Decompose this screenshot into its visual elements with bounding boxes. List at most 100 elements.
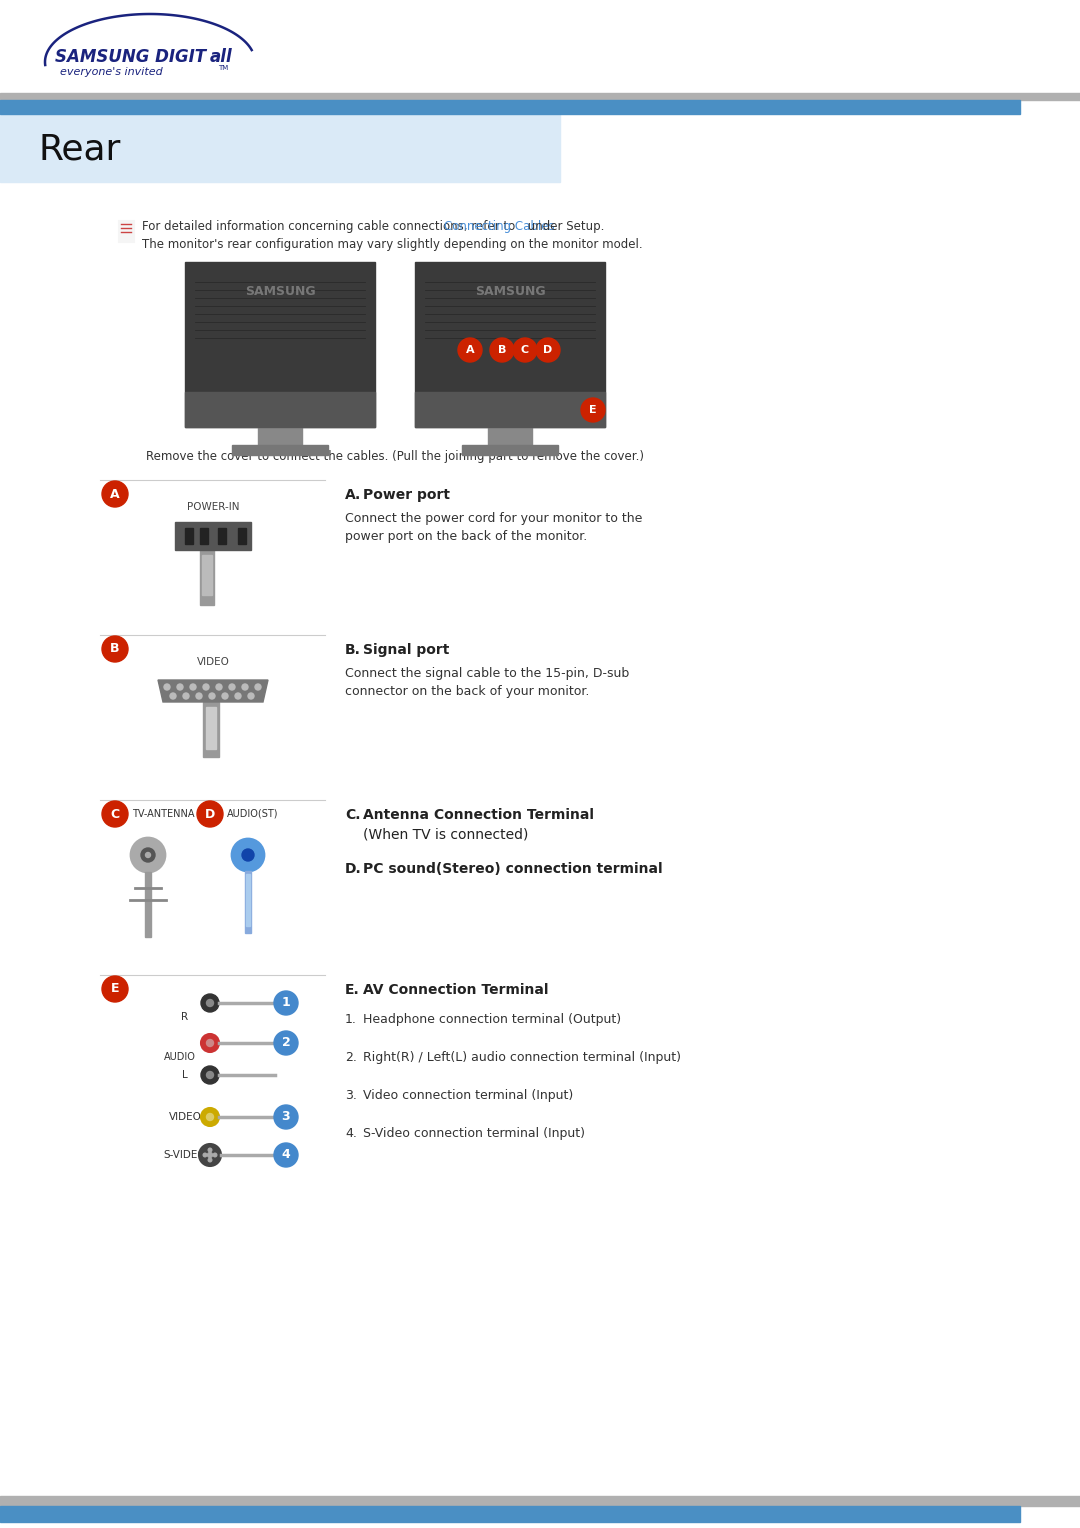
Circle shape	[274, 992, 298, 1015]
Text: AUDIO(ST): AUDIO(ST)	[227, 808, 279, 819]
Bar	[185, 393, 375, 426]
Circle shape	[248, 694, 254, 698]
Text: A: A	[110, 487, 120, 501]
Circle shape	[581, 397, 605, 422]
Text: Connect the power cord for your monitor to the: Connect the power cord for your monitor …	[345, 512, 643, 526]
Bar	[206, 707, 216, 749]
Text: 2.: 2.	[345, 1051, 356, 1063]
Text: 4: 4	[282, 1149, 291, 1161]
Text: E: E	[111, 983, 119, 996]
Polygon shape	[158, 680, 268, 701]
Text: R: R	[181, 1012, 189, 1022]
Circle shape	[146, 853, 150, 857]
Text: E: E	[590, 405, 597, 416]
Bar	[0, 115, 561, 182]
Circle shape	[206, 1071, 214, 1079]
Text: D: D	[205, 807, 215, 821]
Text: C: C	[521, 345, 529, 354]
Circle shape	[235, 694, 241, 698]
Bar	[0, 99, 1020, 115]
Bar	[200, 550, 214, 605]
Circle shape	[131, 837, 165, 872]
Circle shape	[274, 1143, 298, 1167]
Text: under Setup.: under Setup.	[524, 220, 605, 232]
Circle shape	[242, 850, 254, 860]
Text: B: B	[498, 345, 507, 354]
Circle shape	[222, 694, 228, 698]
Circle shape	[102, 481, 129, 507]
Circle shape	[216, 685, 222, 691]
Text: 2: 2	[282, 1036, 291, 1050]
Circle shape	[490, 338, 514, 362]
Circle shape	[190, 685, 195, 691]
Bar	[238, 529, 246, 544]
Text: VIDEO: VIDEO	[168, 1112, 202, 1122]
Text: 4.: 4.	[345, 1128, 356, 1140]
Bar	[488, 426, 532, 449]
Circle shape	[513, 338, 537, 362]
Text: Video connection terminal (Input): Video connection terminal (Input)	[363, 1089, 573, 1102]
Circle shape	[164, 685, 170, 691]
Text: D: D	[543, 345, 553, 354]
Circle shape	[213, 1154, 217, 1157]
Text: A: A	[465, 345, 474, 354]
Text: D.: D.	[345, 862, 362, 876]
Bar	[100, 636, 325, 779]
Text: 3.: 3.	[345, 1089, 356, 1102]
Text: all: all	[210, 47, 233, 66]
Text: Connect the signal cable to the 15-pin, D-sub: Connect the signal cable to the 15-pin, …	[345, 668, 630, 680]
Text: S-Video connection terminal (Input): S-Video connection terminal (Input)	[363, 1128, 585, 1140]
Bar	[100, 801, 325, 955]
Circle shape	[206, 999, 214, 1007]
Bar	[462, 445, 558, 455]
Text: connector on the back of your monitor.: connector on the back of your monitor.	[345, 685, 590, 698]
Circle shape	[208, 1158, 212, 1161]
Text: C: C	[110, 807, 120, 821]
Text: Right(R) / Left(L) audio connection terminal (Input): Right(R) / Left(L) audio connection term…	[363, 1051, 681, 1063]
Circle shape	[203, 1154, 206, 1157]
Circle shape	[201, 1067, 219, 1083]
Bar	[200, 529, 208, 544]
Text: Remove the cover to connect the cables. (Pull the joining part to remove the cov: Remove the cover to connect the cables. …	[146, 451, 644, 463]
Bar	[100, 975, 325, 1199]
Text: Signal port: Signal port	[363, 643, 449, 657]
Text: For detailed information concerning cable connections, refer to: For detailed information concerning cabl…	[141, 220, 519, 232]
Circle shape	[203, 685, 210, 691]
Text: S-VIDEO: S-VIDEO	[164, 1151, 206, 1160]
Text: L: L	[183, 1070, 188, 1080]
Bar	[203, 701, 219, 756]
Circle shape	[177, 685, 183, 691]
Bar	[218, 529, 226, 544]
Text: Rear: Rear	[38, 133, 120, 167]
Circle shape	[458, 338, 482, 362]
Text: SAMSUNG: SAMSUNG	[475, 286, 545, 298]
Circle shape	[201, 1108, 219, 1126]
Text: TV-ANTENNA: TV-ANTENNA	[132, 808, 194, 819]
Bar	[415, 393, 605, 426]
Text: AUDIO: AUDIO	[164, 1051, 195, 1062]
Text: PC sound(Stereo) connection terminal: PC sound(Stereo) connection terminal	[363, 862, 663, 876]
Circle shape	[201, 1034, 219, 1051]
Text: 3: 3	[282, 1111, 291, 1123]
Circle shape	[206, 1039, 214, 1047]
Bar	[258, 426, 302, 449]
Bar	[185, 261, 375, 426]
Circle shape	[141, 848, 156, 862]
Circle shape	[274, 1031, 298, 1054]
Circle shape	[206, 1114, 214, 1120]
Bar	[0, 1507, 1020, 1522]
Circle shape	[102, 801, 129, 827]
Bar	[175, 523, 251, 550]
Text: 1.: 1.	[345, 1013, 356, 1025]
Bar	[246, 874, 249, 926]
Text: POWER-IN: POWER-IN	[187, 503, 240, 512]
Circle shape	[170, 694, 176, 698]
Circle shape	[536, 338, 561, 362]
Text: power port on the back of the monitor.: power port on the back of the monitor.	[345, 530, 588, 542]
Circle shape	[183, 694, 189, 698]
Text: SAMSUNG DIGIT: SAMSUNG DIGIT	[55, 47, 206, 66]
Text: C.: C.	[345, 808, 361, 822]
Bar	[232, 445, 328, 455]
Text: (When TV is connected): (When TV is connected)	[363, 828, 528, 842]
Bar	[245, 871, 251, 934]
